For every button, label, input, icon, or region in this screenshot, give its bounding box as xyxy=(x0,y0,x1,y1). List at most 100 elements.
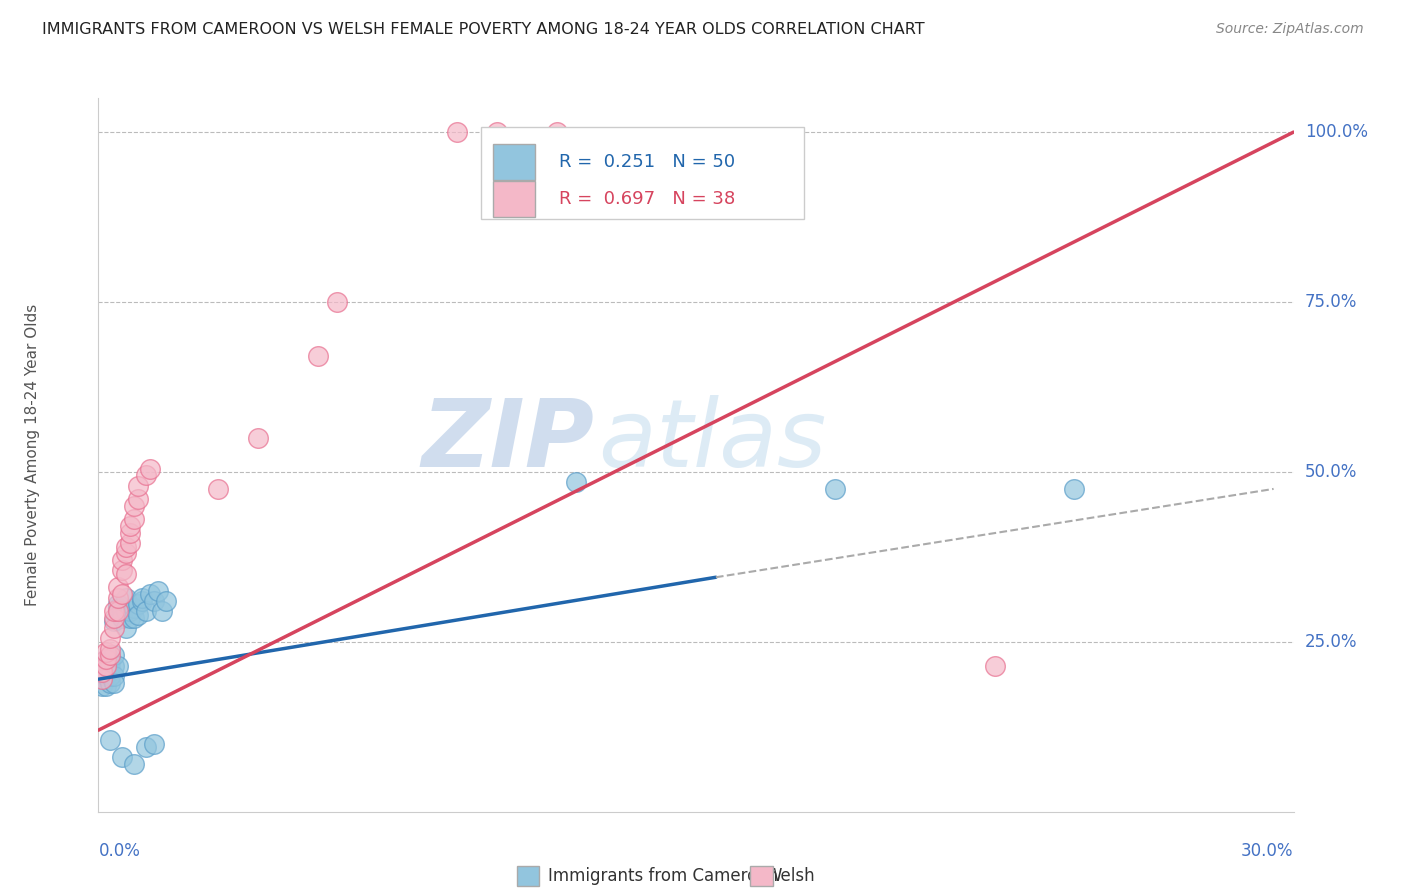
Point xyxy=(131,594,153,608)
Point xyxy=(127,607,149,622)
Point xyxy=(124,512,146,526)
Point xyxy=(307,350,329,364)
Text: R =  0.251   N = 50: R = 0.251 N = 50 xyxy=(558,153,735,171)
Point xyxy=(103,675,125,690)
Point xyxy=(546,125,568,139)
Text: 100.0%: 100.0% xyxy=(1305,123,1368,141)
Point xyxy=(485,125,508,139)
Point xyxy=(111,750,134,764)
Point xyxy=(96,679,118,693)
Point xyxy=(120,536,142,550)
Point xyxy=(120,604,142,618)
Point xyxy=(91,665,114,680)
Point xyxy=(98,669,122,683)
Point xyxy=(983,658,1005,673)
Point xyxy=(96,645,118,659)
Text: IMMIGRANTS FROM CAMEROON VS WELSH FEMALE POVERTY AMONG 18-24 YEAR OLDS CORRELATI: IMMIGRANTS FROM CAMEROON VS WELSH FEMALE… xyxy=(42,22,925,37)
Point xyxy=(135,468,157,483)
Point xyxy=(127,598,149,612)
Point xyxy=(155,594,177,608)
Point xyxy=(120,526,142,541)
Text: Source: ZipAtlas.com: Source: ZipAtlas.com xyxy=(1216,22,1364,37)
Point xyxy=(139,461,162,475)
Point xyxy=(96,669,118,683)
Point xyxy=(91,672,114,686)
Point xyxy=(143,594,166,608)
Point xyxy=(124,600,146,615)
Point xyxy=(135,740,157,755)
Point xyxy=(1063,482,1085,496)
Point xyxy=(446,125,468,139)
Point xyxy=(107,581,129,595)
Point xyxy=(124,611,146,625)
Point xyxy=(98,675,122,690)
Point xyxy=(96,672,118,686)
Point xyxy=(115,546,138,560)
Point xyxy=(91,655,114,669)
Text: ZIP: ZIP xyxy=(422,394,595,487)
Point xyxy=(98,648,122,663)
Point xyxy=(115,591,138,605)
Point xyxy=(124,499,146,513)
Point xyxy=(120,519,142,533)
Point xyxy=(103,611,125,625)
Point xyxy=(91,679,114,693)
Point xyxy=(103,648,125,663)
Point xyxy=(115,621,138,635)
Text: Immigrants from Cameroon: Immigrants from Cameroon xyxy=(548,867,778,885)
Point xyxy=(91,672,114,686)
Point xyxy=(96,658,118,673)
Text: R =  0.697   N = 38: R = 0.697 N = 38 xyxy=(558,190,735,208)
Point xyxy=(127,478,149,492)
Point xyxy=(127,492,149,507)
Point xyxy=(131,591,153,605)
Point xyxy=(124,757,146,772)
Point xyxy=(565,475,588,489)
Text: 50.0%: 50.0% xyxy=(1305,463,1357,481)
Point xyxy=(115,566,138,581)
Point xyxy=(135,604,157,618)
Point xyxy=(103,669,125,683)
Point xyxy=(98,733,122,747)
Point xyxy=(98,632,122,646)
Point xyxy=(150,604,173,618)
Point xyxy=(103,658,125,673)
Point xyxy=(111,604,134,618)
Point xyxy=(98,655,122,669)
Point xyxy=(207,482,229,496)
Text: 75.0%: 75.0% xyxy=(1305,293,1357,311)
Point xyxy=(111,607,134,622)
Point xyxy=(246,431,269,445)
Text: 25.0%: 25.0% xyxy=(1305,632,1357,651)
Point xyxy=(115,604,138,618)
Point xyxy=(98,652,122,666)
Point xyxy=(103,615,125,629)
Point xyxy=(96,652,118,666)
Point xyxy=(326,295,349,310)
Point xyxy=(107,658,129,673)
Text: atlas: atlas xyxy=(598,395,827,486)
Point xyxy=(98,662,122,676)
Point xyxy=(96,658,118,673)
Point xyxy=(115,540,138,554)
Point xyxy=(96,665,118,680)
Point xyxy=(120,611,142,625)
Point xyxy=(91,662,114,676)
Text: Welsh: Welsh xyxy=(765,867,815,885)
Point xyxy=(103,604,125,618)
Point xyxy=(98,641,122,656)
Point xyxy=(107,591,129,605)
Point xyxy=(107,598,129,612)
Point xyxy=(103,621,125,635)
Point xyxy=(143,737,166,751)
Point xyxy=(91,662,114,676)
Text: 0.0%: 0.0% xyxy=(98,842,141,860)
Point xyxy=(111,611,134,625)
Point xyxy=(107,604,129,618)
Point xyxy=(148,583,170,598)
Point xyxy=(111,564,134,578)
Point xyxy=(824,482,846,496)
Text: 30.0%: 30.0% xyxy=(1241,842,1294,860)
Point xyxy=(111,587,134,601)
Text: Female Poverty Among 18-24 Year Olds: Female Poverty Among 18-24 Year Olds xyxy=(25,304,41,606)
